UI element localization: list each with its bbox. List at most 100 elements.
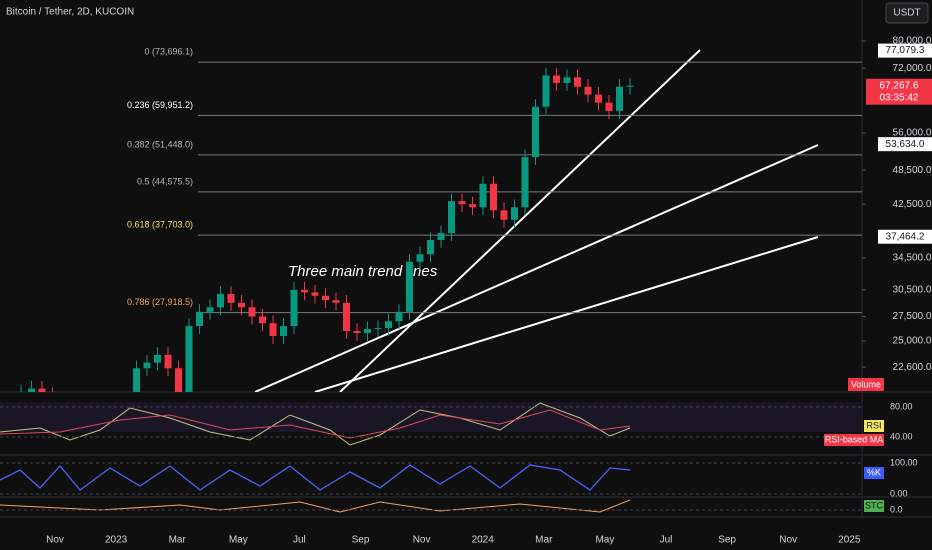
time-label: Sep [718,535,736,546]
candle-body [511,207,518,220]
candle-body [584,86,592,95]
price-tag [878,229,932,244]
candle-body [227,294,235,303]
candle-body [259,316,266,324]
candle-body [406,261,413,312]
price-tick-label: 48,500.0 [893,165,932,176]
candle-body [395,311,403,322]
last-price-label: 67,267.6 [880,80,919,91]
indicator-tag [864,467,884,479]
price-tick-label: 34,500.0 [893,253,932,264]
candle-body [332,300,340,303]
indicator-tick-label: 80.00 [890,401,913,411]
price-tick-label: 80,000.0 [893,36,932,47]
trend-lines [254,49,819,392]
candle-body [448,201,455,234]
indicator-tag [824,434,884,446]
candle-body [133,368,140,392]
countdown-label: 03:35:42 [880,92,919,103]
price-tag-label: 53,634.0 [886,139,925,150]
candle-body [143,362,151,369]
currency-label[interactable]: USDT [893,8,920,19]
time-label: Jul [660,535,673,546]
candle-body [563,77,571,83]
fib-label: 0.618 (37,703.0) [127,219,193,229]
candle-body [248,307,256,317]
time-label: Nov [779,535,797,546]
price-tick-label: 25,000.0 [893,336,932,347]
candle-body [154,354,161,363]
time-label: 2024 [472,535,495,546]
candle-body [311,292,319,296]
trend-line [339,49,701,392]
price-tick-label: 27,500.0 [893,311,932,322]
price-tick-label: 56,000.0 [893,128,932,139]
candle-body [553,75,560,83]
candle-body [532,106,539,158]
volume-tag [848,378,884,391]
candle-body [385,321,392,329]
stoch-k-line [0,464,631,491]
candle-body [164,354,172,369]
rsi-line [0,402,631,446]
price-tick-label: 22,600.0 [893,362,932,373]
indicator-label: STC [865,500,884,510]
price-tag [878,137,932,152]
time-label: 2025 [838,535,861,546]
candle-body [479,183,487,208]
time-label: Nov [46,535,64,546]
indicator-label: RSI [866,420,881,430]
currency-button[interactable] [885,2,929,24]
indicator-label: RSI-based MA [825,434,884,444]
indicator-tick-label: 40.00 [890,431,913,441]
stc-line [0,499,631,513]
indicator-tick-label: 0.0 [890,504,903,514]
fib-label: 0.5 (44,575.5) [137,176,193,186]
candle-body [521,157,529,208]
candle-body [269,323,277,336]
annotation: Three main trend lines [288,263,438,280]
indicator-tag [864,500,884,512]
fib-label: 0.786 (27,918.5) [127,297,193,307]
price-tick-label: 30,500.0 [893,284,932,295]
candle-body [353,330,361,333]
time-label: Jul [293,535,306,546]
fib-label: 0.382 (51,448.0) [127,139,193,149]
time-label: Mar [535,535,553,546]
candle-body [217,294,224,308]
candle-body [290,289,298,327]
indicator-label: %K [867,467,881,477]
candle-body [301,289,308,293]
candle-body [616,86,623,111]
indicator-tick-label: 100.00 [890,457,918,467]
price-tick-label: 42,500.0 [893,199,932,210]
candle-body [595,94,602,103]
candle-body [458,201,466,205]
rsi-band [0,402,862,432]
candle-body [427,239,434,255]
price-tag [878,43,932,58]
price-tag-label: 77,079.3 [886,45,925,56]
trend-line [254,144,819,392]
candle-body [238,302,245,308]
indicator-tag [864,420,884,432]
time-label: Nov [413,535,431,546]
candle-body [500,210,508,220]
last-price-tag [866,78,932,105]
candle-body [626,85,634,87]
fib-label: 0 (73,696.1) [144,47,193,57]
price-tag-label: 37,464.2 [886,231,925,242]
time-label: Sep [352,535,370,546]
candle-body [469,204,476,208]
time-label: 2023 [105,535,128,546]
time-label: May [595,535,614,546]
candle-body [280,326,287,336]
candle-body [605,102,613,111]
indicator-tick-label: 0.00 [890,488,908,498]
trend-line [314,236,819,392]
candles [20,67,634,392]
fib-label: 0.236 (59,951.2) [127,100,193,110]
candle-body [185,326,193,392]
